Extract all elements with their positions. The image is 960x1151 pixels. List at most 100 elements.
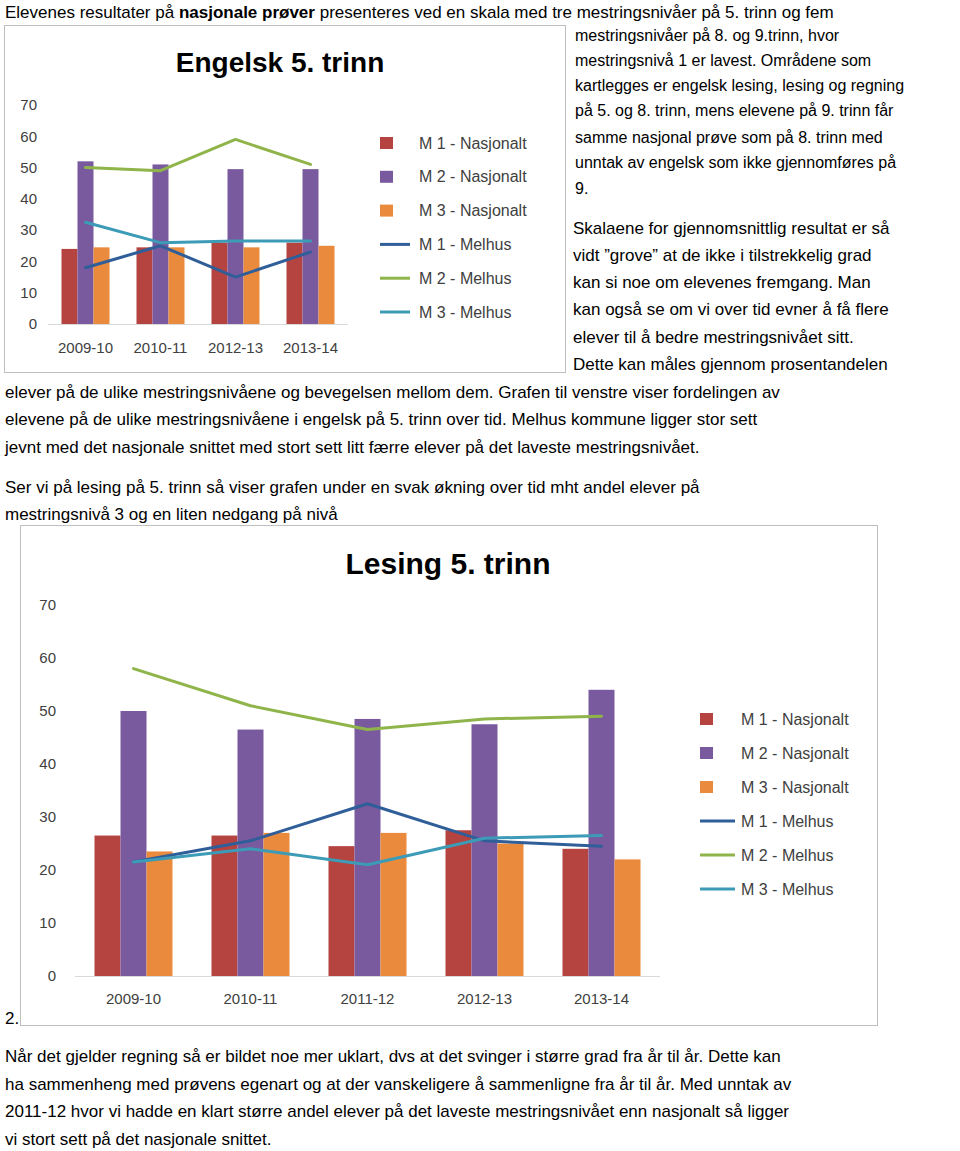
- line: [134, 836, 602, 865]
- legend-swatch: [700, 820, 735, 823]
- x-tick-label: 2012-13: [208, 339, 263, 356]
- legend-label: M 1 - Melhus: [419, 236, 511, 253]
- chart-title: Engelsk 5. trinn: [176, 47, 385, 78]
- legend-swatch: [380, 243, 410, 246]
- side-line: Dette kan måles gjennom prosentandelen: [573, 355, 888, 374]
- bar: [563, 849, 589, 976]
- x-axis-line: [75, 976, 660, 977]
- legend-swatch: [700, 713, 713, 725]
- page: Elevenes resultater på nasjonale prøver …: [0, 0, 960, 1151]
- line: [86, 246, 311, 277]
- body-line: mestringsnivå 3 og en liten nedgang på n…: [5, 505, 338, 524]
- bar: [329, 846, 355, 976]
- legend-swatch: [700, 888, 735, 891]
- figure-number: 2.: [5, 1009, 19, 1028]
- y-tick-label: 0: [48, 967, 56, 984]
- side-line: 9.: [575, 180, 588, 197]
- y-tick-label: 10: [20, 284, 37, 301]
- chart-frame: [21, 526, 878, 1026]
- body-line: Når det gjelder regning så er bildet noe…: [5, 1047, 781, 1066]
- body-line: Ser vi på lesing på 5. trinn så viser gr…: [5, 478, 700, 497]
- bar: [212, 243, 228, 324]
- y-tick-label: 60: [39, 649, 56, 666]
- legend-swatch: [700, 747, 713, 759]
- legend-label: M 1 - Nasjonalt: [741, 711, 849, 728]
- y-tick-label: 20: [20, 253, 37, 270]
- chart-frame: [5, 26, 566, 373]
- bar: [238, 730, 264, 976]
- side-line: elever til å bedre mestringsnivået sitt.: [573, 328, 854, 347]
- legend-label: M 2 - Nasjonalt: [741, 745, 849, 762]
- body-line: vi stort sett på det nasjonale snittet.: [5, 1130, 271, 1149]
- bar: [615, 859, 641, 976]
- legend-label: M 3 - Melhus: [419, 304, 511, 321]
- y-tick-label: 20: [39, 861, 56, 878]
- x-tick-label: 2010-11: [134, 339, 188, 356]
- side-line: mestringsnivå 1 er lavest. Områdene som: [575, 52, 871, 69]
- chart: Lesing 5. trinn0102030405060702009-10201…: [21, 526, 878, 1026]
- bar: [212, 836, 238, 976]
- bar: [244, 247, 260, 324]
- x-tick-label: 2013-14: [574, 990, 629, 1007]
- bar: [589, 690, 615, 976]
- chart: Engelsk 5. trinn0102030405060702009-1020…: [5, 26, 566, 373]
- line: [86, 139, 311, 170]
- bar: [319, 246, 335, 324]
- side-line: kartlegges er engelsk lesing, lesing og …: [575, 77, 904, 94]
- y-tick-label: 30: [39, 808, 56, 825]
- bar: [78, 161, 94, 324]
- x-axis-line: [48, 324, 348, 325]
- y-tick-label: 70: [39, 596, 56, 613]
- side-line: mestringsnivåer på 8. og 9.trinn, hvor: [575, 27, 840, 44]
- legend-label: M 3 - Nasjonalt: [741, 779, 849, 796]
- legend-label: M 3 - Nasjonalt: [419, 202, 527, 219]
- plot-area: [62, 139, 335, 324]
- legend-swatch: [380, 311, 410, 314]
- x-tick-label: 2012-13: [457, 990, 512, 1007]
- body-line: jevnt med det nasjonale snittet med stor…: [4, 438, 700, 457]
- legend-swatch: [380, 277, 410, 280]
- intro-text: Elevenes resultater på: [5, 3, 179, 22]
- y-tick-label: 60: [20, 128, 37, 145]
- bar: [381, 833, 407, 976]
- legend-swatch: [380, 205, 393, 217]
- intro-line: Elevenes resultater på nasjonale prøver …: [5, 3, 834, 22]
- y-tick-label: 40: [20, 190, 37, 207]
- legend-label: M 2 - Melhus: [741, 847, 833, 864]
- y-tick-label: 70: [20, 96, 37, 113]
- bold-text: nasjonale prøver: [179, 3, 315, 22]
- intro-text: presenteres ved en skala med tre mestrin…: [315, 3, 834, 22]
- x-tick-label: 2010-11: [224, 990, 278, 1007]
- bar: [446, 830, 472, 976]
- y-tick-label: 50: [39, 702, 56, 719]
- legend: M 1 - Nasjonalt M 2 - Nasjonalt M 3 - Nasj…: [380, 135, 527, 321]
- legend-swatch: [700, 781, 713, 793]
- bar: [303, 169, 319, 324]
- bar: [228, 169, 244, 324]
- legend-label: M 2 - Melhus: [419, 270, 511, 287]
- side-line: på 5. og 8. trinn, mens elevene på 9. tr…: [575, 102, 894, 119]
- y-tick-label: 30: [20, 221, 37, 238]
- side-line: kan si noe om elevenes fremgang. Man: [573, 273, 871, 292]
- bar: [472, 724, 498, 976]
- body-line: elever på de ulike mestringsnivåene og b…: [5, 383, 780, 402]
- x-tick-label: 2009-10: [106, 990, 161, 1007]
- bar: [355, 719, 381, 976]
- legend-label: M 2 - Nasjonalt: [419, 168, 527, 185]
- bar: [169, 247, 185, 324]
- bar: [137, 247, 153, 324]
- legend-label: M 1 - Nasjonalt: [419, 135, 527, 152]
- legend-swatch: [700, 854, 735, 857]
- legend-label: M 3 - Melhus: [741, 881, 833, 898]
- side-line: vidt ”grove” at de ikke i tilstrekkelig …: [573, 246, 872, 265]
- bar: [153, 164, 169, 324]
- bar: [95, 836, 121, 976]
- line: [134, 669, 602, 730]
- plot-area: [95, 669, 641, 976]
- side-line: Skalaene for gjennomsnittlig resultat er…: [573, 219, 890, 238]
- y-tick-label: 50: [20, 159, 37, 176]
- body-line: ha sammenheng med prøvens egenart og at …: [5, 1075, 792, 1094]
- side-line: samme nasjonal prøve som på 8. trinn med: [575, 129, 883, 146]
- x-tick-label: 2013-14: [283, 339, 338, 356]
- x-tick-label: 2009-10: [58, 339, 113, 356]
